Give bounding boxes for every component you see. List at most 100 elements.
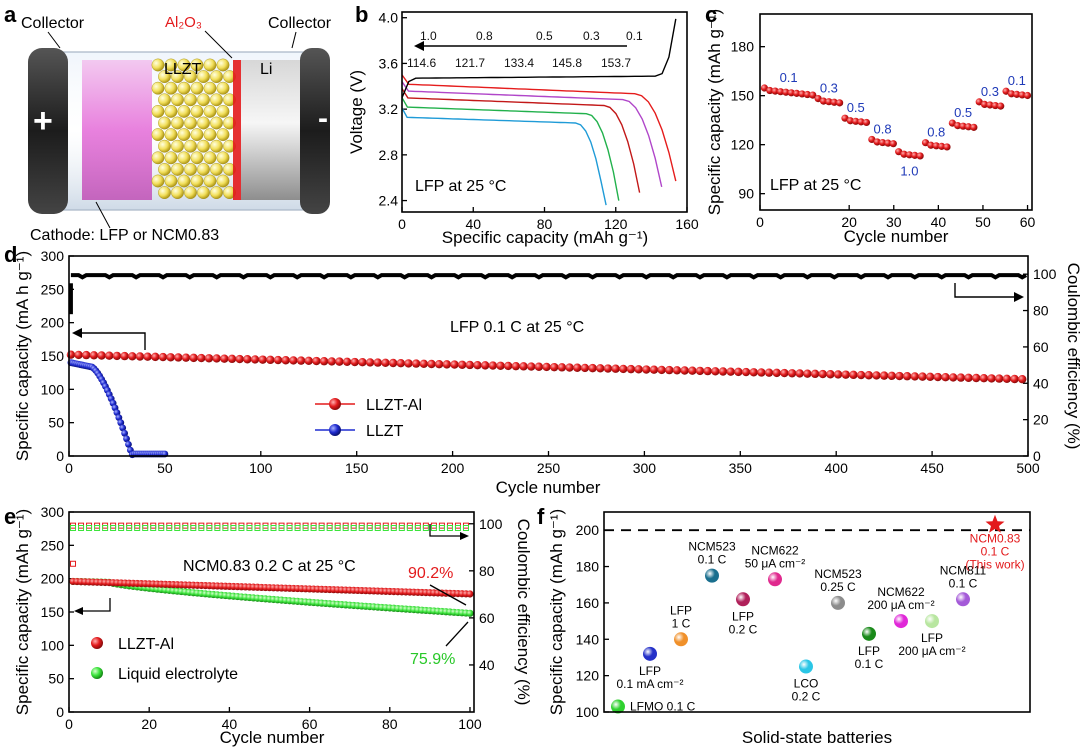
e-efficiency-liquid: [390, 525, 397, 531]
llzt-particle: [151, 151, 165, 165]
e-efficiency-liquid: [342, 525, 349, 531]
e-efficiency-liquid: [406, 525, 413, 531]
b-rate-1: 1.0: [420, 29, 437, 43]
panel-label-a: a: [4, 2, 17, 27]
c-point: [1023, 91, 1032, 100]
battery-schematic: + - Collector Collector Al₂O₃ LLZT Li Ca…: [21, 14, 332, 244]
e-ylabel-right: Coulombic efficiency (%): [514, 519, 533, 706]
f-ytick-label: 100: [576, 704, 600, 720]
f-point-ncm622: [894, 614, 908, 629]
e-efficiency-liquid: [270, 525, 277, 531]
llzt-particle: [190, 128, 204, 142]
d-point-llzt-al: [657, 365, 666, 375]
c-point: [1007, 90, 1016, 98]
d-point-llzt-al: [626, 364, 636, 374]
d-point-llzt-al: [818, 369, 827, 379]
f-point-label: LFP: [639, 664, 661, 678]
d-ytick-right-label: 40: [1033, 375, 1049, 391]
c-point: [878, 138, 887, 147]
b-ylabel: Voltage (V): [347, 70, 366, 154]
e-left-arrowhead: [74, 607, 83, 615]
e-efficiency-liquid: [166, 525, 173, 531]
llzt-particle: [210, 93, 223, 107]
d-point-llzt-al: [1010, 374, 1019, 384]
c-point: [954, 122, 962, 130]
c-rate-label: 1.0: [900, 164, 918, 179]
llzt-particle: [184, 139, 197, 153]
c-point: [782, 88, 790, 96]
d-point-llzt-al: [281, 356, 290, 365]
d-point-llzt-al: [197, 353, 206, 363]
f-point-label: NCM523: [814, 567, 862, 581]
d-point-llzt-al: [189, 353, 198, 363]
d-legend-label-llzt: LLZT: [366, 423, 404, 440]
e-ytick-label: 100: [41, 637, 65, 653]
c-xtick-label: 0: [756, 214, 764, 230]
d-point-llzt-al: [603, 364, 613, 373]
f-point-lfmo: [611, 699, 625, 714]
e-efficiency-liquid: [158, 525, 165, 531]
e-right-arrowhead: [460, 532, 469, 540]
d-point-llzt-al: [112, 351, 122, 361]
d-point-llzt-al: [1002, 374, 1012, 383]
d-point-llzt-al: [580, 363, 590, 373]
d-point-llzt-al: [227, 354, 237, 364]
c-rate-label: 0.1: [1008, 73, 1026, 88]
d-efficiency-first-cycle: [68, 283, 73, 315]
d-ytick-right-label: 60: [1033, 339, 1049, 355]
d-point-llzt-al: [442, 360, 452, 369]
d-xtick-label: 150: [345, 460, 369, 476]
e-efficiency-liquid: [70, 525, 77, 531]
e-efficiency-liquid: [142, 525, 149, 531]
f-point-lfp: [925, 614, 939, 629]
c-point: [975, 98, 983, 106]
d-point-llzt-al: [312, 356, 321, 366]
llzt-particle: [184, 186, 197, 200]
d-point-llzt-al: [212, 354, 221, 363]
e-efficiency-liquid: [310, 525, 317, 531]
c-point: [760, 84, 769, 92]
d-points: [66, 273, 1028, 459]
f-point-ncm523: [831, 595, 845, 610]
d-point-llzt-al: [803, 369, 812, 378]
f-point-lfp: [643, 646, 657, 661]
llzt-particle: [158, 162, 171, 176]
e-ylabel: Specific capacity (mAh g⁻¹): [13, 509, 32, 715]
d-point-llzt: [123, 435, 130, 443]
d-point-llzt-al: [557, 363, 567, 372]
c-point: [905, 151, 914, 159]
b-ytick-label: 3.2: [379, 101, 399, 117]
c-point: [997, 102, 1005, 110]
d-point-llzt-al: [849, 370, 858, 380]
d-legend: LLZT-Al LLZT: [315, 397, 422, 440]
e-efficiency-liquid: [94, 525, 101, 531]
d-point-llzt-al: [97, 351, 106, 360]
llzt-particle: [158, 186, 171, 200]
c-points: [760, 84, 1032, 160]
right-collector: [300, 48, 330, 214]
e-efficiency-liquid: [134, 525, 141, 531]
c-xtick-label: 30: [886, 214, 902, 230]
d-point-llzt-al: [350, 357, 359, 367]
c-point: [964, 123, 973, 131]
e-efficiency-liquid: [214, 525, 221, 531]
d-point-llzt-al: [120, 351, 129, 361]
e-retention-pointer-1: [429, 584, 467, 606]
c-point: [959, 122, 967, 130]
f-ytick-label: 120: [576, 668, 600, 684]
c-xtick-label: 40: [931, 214, 947, 230]
llzt-particle: [210, 116, 223, 130]
c-point: [814, 95, 822, 103]
e-efficiency-liquid: [462, 525, 469, 531]
d-point-llzt-al: [810, 369, 820, 379]
d-ylabel-right: Coulombic efficiency (%): [1064, 263, 1080, 450]
c-point: [852, 117, 860, 125]
llzt-particle: [151, 174, 165, 188]
e-legend-label-liquid: Liquid electrolyte: [118, 666, 238, 683]
f-point-label: LFP: [921, 631, 943, 645]
d-point-llzt-al: [481, 361, 490, 370]
e-efficiency-liquid: [430, 525, 437, 531]
e-left-axis-arrow: [80, 598, 111, 612]
panel-label-b: b: [355, 2, 368, 27]
panel-e: e 0 20 40 60 80 100 0 50 100 150 200 250 300 40 60 80 10…: [4, 504, 533, 747]
